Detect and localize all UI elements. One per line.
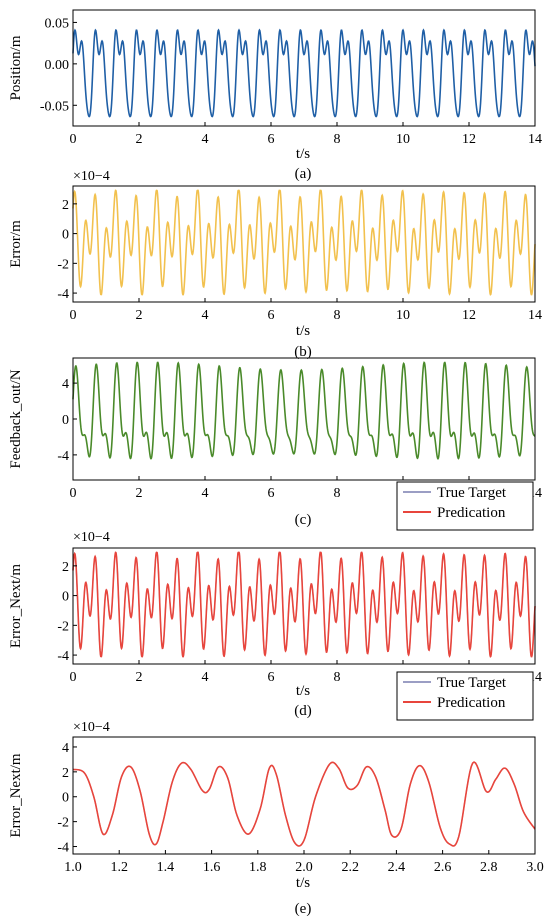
x-tick-label: 2.6 [434, 860, 452, 875]
axis-exponent: ×10−4 [73, 169, 110, 184]
x-tick-label: 4 [202, 132, 209, 147]
x-tick-label: 14 [528, 308, 542, 323]
y-tick-label: -2 [57, 619, 69, 634]
y-axis-label: Feedback_out/N [8, 369, 24, 468]
legend: True Target Predication [396, 481, 534, 531]
panel-e: (e) 1.0 1.2 1.4 1.6 1.8 2.0 2.2 2.4 2.6 2.8 3.0 -4 -… [8, 671, 544, 917]
plot-frame [72, 185, 536, 303]
x-tick-label: 2 [136, 486, 143, 501]
x-tick-label: 4 [202, 308, 209, 323]
series-line-predication [72, 761, 536, 847]
y-tick-label: 0 [62, 413, 69, 428]
x-tick-label: 8 [334, 486, 341, 501]
series-line-predication [72, 551, 536, 658]
y-tick-label: -4 [57, 649, 69, 664]
x-tick-label: 12 [462, 132, 476, 147]
plot-frame [72, 357, 536, 481]
x-axis-label: t/s [296, 146, 310, 162]
y-axis-label: Position/m [8, 35, 24, 100]
y-tick-label: -0.05 [40, 99, 69, 114]
legend-entry: True Target [437, 675, 507, 691]
x-tick-label: 0 [70, 132, 77, 147]
x-tick-label: 4 [202, 486, 209, 501]
legend: True Target Predication [396, 671, 534, 721]
x-axis-label: t/s [296, 875, 310, 891]
panel-d-caption: (d) [294, 703, 312, 719]
x-tick-label: 6 [268, 670, 275, 685]
x-tick-label: 2 [136, 670, 143, 685]
x-tick-label: 1.6 [203, 860, 221, 875]
x-tick-label: 0 [70, 670, 77, 685]
x-tick-label: 8 [334, 308, 341, 323]
x-tick-label: 1.0 [64, 860, 82, 875]
panel-b: (b) 0 2 4 6 8 10 12 14 -4 -2 0 2 Error/m t/s ×10−4 [8, 169, 542, 360]
x-tick-label: 1.8 [249, 860, 267, 875]
x-tick-label: 2.2 [341, 860, 359, 875]
panel-c-caption: (c) [295, 512, 312, 528]
x-tick-label: 6 [268, 486, 275, 501]
x-tick-label: 1.4 [157, 860, 175, 875]
x-tick-label: 8 [334, 670, 341, 685]
x-tick-label: 12 [462, 308, 476, 323]
y-tick-label: 0 [62, 791, 69, 806]
y-axis-label: Error_Next/m [8, 753, 24, 837]
legend-entry: Predication [437, 695, 506, 711]
plot-frame [72, 547, 536, 665]
x-tick-label: 10 [396, 132, 410, 147]
y-tick-label: 0.05 [45, 16, 70, 31]
x-tick-label: 14 [528, 132, 542, 147]
x-tick-label: 2 [136, 308, 143, 323]
x-tick-label: 4 [202, 670, 209, 685]
x-tick-label: 2.4 [388, 860, 406, 875]
y-tick-label: 0 [62, 590, 69, 605]
y-tick-label: 2 [62, 766, 69, 781]
panel-b-caption: (b) [294, 344, 312, 360]
series-line-p1 [72, 189, 536, 296]
x-axis-label: t/s [296, 323, 310, 339]
legend-box [396, 671, 534, 721]
y-axis-label: Error/m [8, 220, 24, 268]
series-line-p0 [72, 28, 536, 118]
y-tick-label: 2 [62, 560, 69, 575]
y-tick-label: 0.00 [45, 58, 70, 73]
y-tick-label: -4 [57, 449, 69, 464]
y-tick-label: 4 [62, 741, 69, 756]
y-tick-label: -4 [57, 841, 69, 856]
x-tick-label: 1.2 [110, 860, 128, 875]
y-tick-label: -2 [57, 816, 69, 831]
series-line-p2 [72, 361, 536, 460]
x-tick-label: 0 [70, 308, 77, 323]
y-axis-label: Error_Next/m [8, 564, 24, 648]
legend-entry: True Target [437, 485, 507, 501]
panel-e-caption: (e) [295, 901, 312, 917]
legend-entry: Predication [437, 505, 506, 521]
y-tick-label: 4 [62, 377, 69, 392]
x-tick-label: 6 [268, 308, 275, 323]
x-axis-label: t/s [296, 683, 310, 699]
x-tick-label: 3.0 [526, 860, 544, 875]
x-tick-label: 2 [136, 132, 143, 147]
y-tick-label: -4 [57, 287, 69, 302]
plot-frame [72, 9, 536, 127]
axis-exponent: ×10−4 [73, 720, 110, 735]
panel-a-caption: (a) [295, 166, 312, 182]
legend-box [396, 481, 534, 531]
panel-a: (a) 0 2 4 6 8 10 12 14 -0.05 0.00 0.05 Position/m t/… [8, 9, 542, 182]
x-tick-label: 2.8 [480, 860, 498, 875]
panel-d: (d) 02468101214-4-202Error_Next/mt/s×10−… [8, 481, 542, 719]
y-tick-label: -2 [57, 257, 69, 272]
x-tick-label: 6 [268, 132, 275, 147]
y-tick-label: 2 [62, 198, 69, 213]
x-tick-label: 2.0 [295, 860, 313, 875]
y-tick-label: 0 [62, 228, 69, 243]
x-tick-label: 0 [70, 486, 77, 501]
axis-exponent: ×10−4 [73, 530, 110, 545]
x-tick-label: 10 [396, 308, 410, 323]
x-tick-label: 8 [334, 132, 341, 147]
